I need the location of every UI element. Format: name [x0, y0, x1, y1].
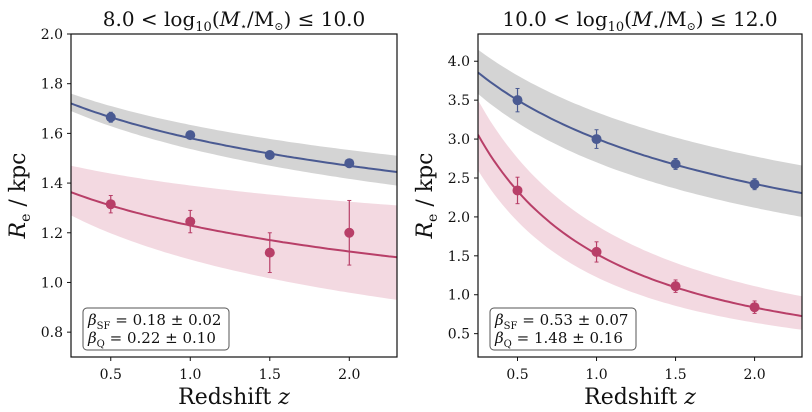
legend-entry-q: βQ = 1.48 ± 0.16	[494, 329, 623, 350]
x-axis-label: Redshift z	[584, 385, 696, 410]
data-point-sf	[105, 112, 116, 123]
data-point-q	[344, 227, 355, 238]
x-tick-label: 1.5	[259, 367, 281, 383]
x-tick-label: 2.0	[743, 367, 765, 383]
data-point-q	[591, 246, 602, 257]
data-point-sf	[344, 158, 355, 169]
x-tick-label: 0.5	[100, 367, 122, 383]
legend-entry-sf: βSF = 0.53 ± 0.07	[494, 311, 628, 332]
panel-title: 8.0 < log10(M⋆/M⊙) ≤ 10.0	[103, 7, 366, 35]
y-tick-label: 1.0	[448, 288, 470, 304]
plot-area	[478, 49, 802, 330]
y-axis-label: Re / kpc	[6, 152, 34, 239]
y-tick-label: 2.0	[41, 27, 63, 43]
panel-2: 0.5 1.0 1.5 2.0 0.5 1.0 1.5 2.0 2.5 3.0 3.5 4.0 10.0…	[413, 7, 803, 410]
y-tick-label: 1.5	[448, 249, 470, 265]
fit-line-sf	[71, 102, 397, 173]
panel-1: 0.5 1.0 1.5 2.0 0.8 1.0 1.2 1.4 1.6 1.8 2.0 8.0 < l…	[6, 7, 398, 410]
uncertainty-band-sf	[71, 93, 397, 186]
y-tick-label: 2.0	[448, 210, 470, 226]
plot-area	[71, 93, 397, 300]
axes-frame	[70, 33, 398, 358]
data-point-q	[105, 199, 116, 210]
y-tick-label: 1.8	[41, 77, 63, 93]
data-point-q	[512, 185, 523, 196]
y-tick-label: 0.8	[41, 325, 63, 341]
y-tick-label: 1.2	[41, 226, 63, 242]
y-tick-label: 3.0	[448, 132, 470, 148]
y-tick-label: 2.5	[448, 171, 470, 187]
y-tick-label: 4.0	[448, 54, 470, 70]
y-axis-label: Re / kpc	[413, 152, 441, 239]
x-tick-label: 1.0	[585, 367, 607, 383]
y-tick-label: 1.6	[41, 126, 63, 142]
data-point-sf	[670, 158, 681, 169]
data-point-q	[749, 302, 760, 313]
data-point-sf	[749, 179, 760, 190]
x-tick-label: 0.5	[506, 367, 528, 383]
x-axis-label: Redshift z	[178, 385, 290, 410]
data-point-q	[185, 216, 196, 227]
fit-line-q	[71, 191, 397, 259]
fit-line-sf	[478, 71, 802, 195]
legend-entry-sf: βSF = 0.18 ± 0.02	[87, 311, 221, 332]
x-tick-label: 1.0	[179, 367, 201, 383]
data-point-sf	[591, 134, 602, 145]
data-point-q	[670, 281, 681, 292]
uncertainty-band-q	[71, 165, 397, 300]
data-point-sf	[512, 95, 523, 106]
axes-frame	[477, 33, 803, 358]
uncertainty-band-sf	[478, 49, 802, 217]
data-point-sf	[264, 150, 275, 161]
y-tick-label: 1.4	[41, 176, 63, 192]
y-tick-label: 3.5	[448, 93, 470, 109]
y-tick-label: 1.0	[41, 275, 63, 291]
data-point-sf	[185, 130, 196, 141]
fit-line-q	[478, 134, 802, 318]
legend-entry-q: βQ = 0.22 ± 0.10	[87, 329, 216, 350]
x-tick-label: 1.5	[664, 367, 686, 383]
x-tick-label: 2.0	[338, 367, 360, 383]
y-tick-label: 0.5	[448, 327, 470, 343]
panel-title: 10.0 < log10(M⋆/M⊙) ≤ 12.0	[502, 7, 777, 35]
data-point-q	[264, 247, 275, 258]
